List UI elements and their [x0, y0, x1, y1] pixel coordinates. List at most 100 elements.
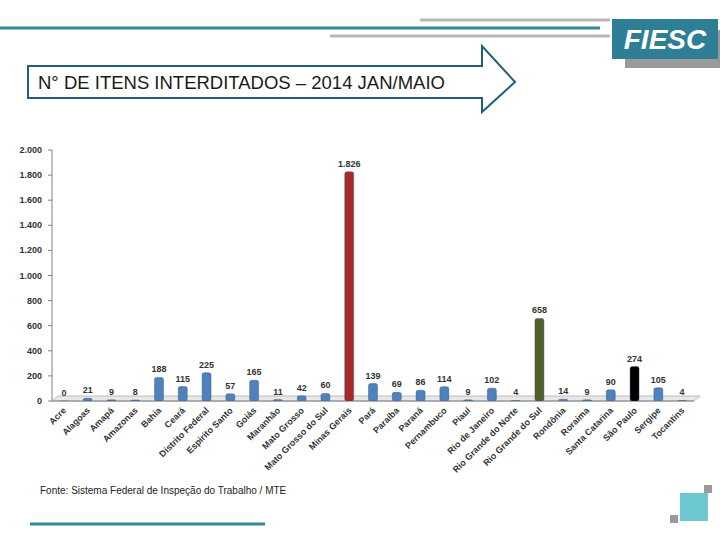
footer-square [670, 515, 678, 523]
x-tick-label: Alagoas [60, 405, 92, 437]
footer-square [680, 493, 708, 521]
data-label: 139 [365, 371, 380, 381]
y-tick-label: 2.000 [19, 145, 42, 155]
footer-square [704, 485, 712, 493]
y-tick [48, 350, 52, 351]
x-tick-label: Tocantins [650, 405, 687, 442]
title-arrow [28, 46, 515, 112]
y-tick-label: 200 [27, 371, 42, 381]
data-label: 165 [247, 367, 262, 377]
data-label: 8 [133, 387, 138, 397]
bar [392, 392, 401, 401]
bar [369, 384, 378, 401]
bar [678, 400, 687, 401]
y-axis: 0 200 400 600 800 1.000 1.200 1.400 1.600 1.800 2.… [19, 145, 52, 406]
bar [83, 398, 92, 401]
data-label: 0 [61, 388, 66, 398]
x-tick-label: Minas Gerais [307, 405, 354, 452]
bar [273, 400, 282, 401]
data-label: 105 [651, 375, 666, 385]
y-tick-label: 0 [37, 396, 42, 406]
data-label: 114 [437, 374, 452, 384]
y-tick [48, 225, 52, 226]
bar [416, 390, 425, 401]
y-tick [48, 300, 52, 301]
header-line [0, 27, 600, 30]
bar [440, 387, 449, 401]
data-label: 42 [297, 383, 307, 393]
data-label: 11 [273, 387, 283, 397]
x-tick-label: Pará [357, 405, 379, 427]
data-label: 57 [225, 381, 235, 391]
x-tick-label: Rondônia [531, 405, 568, 442]
logo: FIESC [624, 24, 707, 55]
bar [226, 394, 235, 401]
y-tick-label: 1.800 [19, 170, 42, 180]
bar [606, 390, 615, 401]
title: N° DE ITENS INTERDITADOS – 2014 JAN/MAIO [38, 72, 445, 93]
bar [654, 388, 663, 401]
y-tick-label: 1.400 [19, 220, 42, 230]
y-tick [48, 150, 52, 151]
data-label: 1.826 [338, 159, 361, 169]
data-label: 9 [466, 387, 471, 397]
y-tick-label: 1.000 [19, 271, 42, 281]
data-label: 102 [484, 375, 499, 385]
source: Fonte: Sistema Federal de Inspeção do Tr… [40, 485, 287, 496]
data-label: 115 [176, 374, 191, 384]
x-tick-label: Paraíba [371, 405, 402, 436]
x-tick-label: Amazonas [101, 405, 140, 444]
data-label: 90 [606, 377, 616, 387]
bar [345, 172, 354, 401]
data-label: 4 [513, 387, 518, 397]
header-line [420, 19, 610, 22]
x-tick-label: Acre [47, 405, 68, 426]
y-tick [48, 325, 52, 326]
labels: 0Acre21Alagoas9Amapá8Amazonas188Bahia115… [47, 159, 686, 475]
bar [464, 400, 473, 401]
stage: FIESC N° DE ITENS INTERDITADOS – 2014 JAN… [0, 0, 720, 540]
data-label: 225 [199, 360, 214, 370]
x-tick-label: Pernambuco [403, 405, 449, 451]
logo-box [612, 19, 718, 59]
x-tick-label: São Paulo [601, 405, 639, 443]
data-label: 658 [532, 305, 547, 315]
bars [59, 172, 686, 401]
bar [250, 380, 259, 401]
bar [511, 400, 520, 401]
data-label: 69 [392, 379, 402, 389]
bar [131, 400, 140, 401]
data-label: 9 [584, 387, 589, 397]
footer-line [30, 523, 265, 526]
x-tick-label: Bahia [139, 405, 164, 430]
y-tick-label: 400 [27, 346, 42, 356]
bar [155, 377, 164, 401]
bar [297, 396, 306, 401]
bar [178, 387, 187, 401]
bar [583, 400, 592, 401]
y-tick [48, 250, 52, 251]
y-tick-label: 1.600 [19, 195, 42, 205]
data-label: 274 [627, 354, 642, 364]
data-label: 4 [680, 387, 685, 397]
y-tick-label: 800 [27, 296, 42, 306]
y-tick-label: 1.200 [19, 245, 42, 255]
header-line [330, 35, 610, 38]
y-tick [48, 175, 52, 176]
y-tick-label: 600 [27, 321, 42, 331]
data-label: 21 [83, 385, 93, 395]
bar [107, 400, 116, 401]
y-tick [48, 275, 52, 276]
y-tick [48, 375, 52, 376]
bar [535, 318, 544, 401]
bar [202, 373, 211, 401]
bar [487, 388, 496, 401]
data-label: 9 [109, 387, 114, 397]
data-label: 86 [416, 377, 426, 387]
bar [321, 393, 330, 401]
canvas: FIESC N° DE ITENS INTERDITADOS – 2014 JAN… [0, 0, 720, 540]
data-label: 188 [151, 364, 166, 374]
bar [630, 367, 639, 401]
data-label: 14 [558, 386, 568, 396]
x-tick-label: Espirito Santo [185, 405, 236, 456]
